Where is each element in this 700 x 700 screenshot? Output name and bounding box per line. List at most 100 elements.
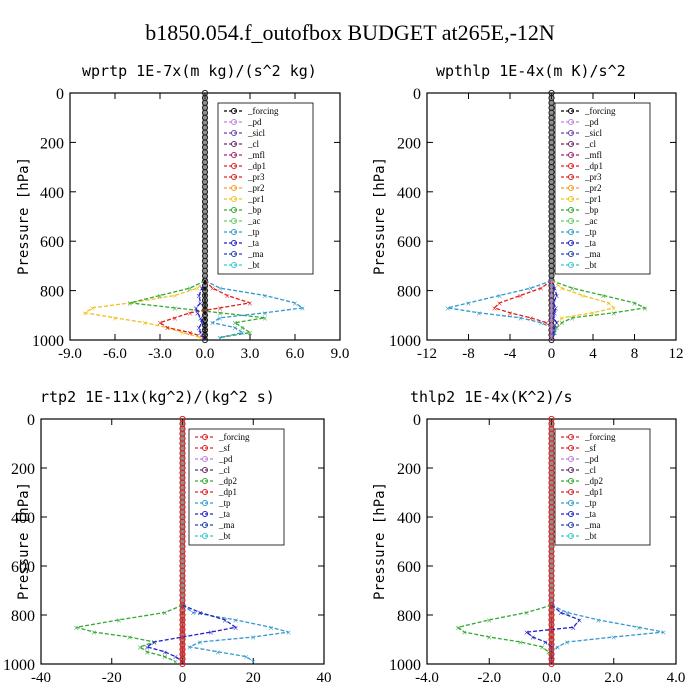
series-point: × [546, 648, 552, 659]
series-point: × [606, 299, 612, 310]
legend-label: _sicl [247, 128, 265, 138]
y-tick-label: 800 [11, 608, 35, 625]
series-point: × [551, 329, 557, 340]
series-point: × [217, 334, 223, 345]
legend-label: _dp2 [584, 476, 603, 486]
series-point: × [180, 638, 186, 649]
series-point: × [542, 638, 548, 649]
legend-label: _ac [584, 216, 598, 226]
series-point: × [162, 653, 168, 664]
series-point: × [552, 329, 558, 340]
legend-marker [568, 500, 574, 506]
series-point: × [112, 314, 118, 325]
series-point: × [564, 609, 570, 620]
series-point: × [549, 648, 555, 659]
panel-title: wpthlp 1E-4x(m K)/s^2 [436, 62, 626, 80]
legend-label: _pd [218, 454, 233, 464]
series-point: × [196, 324, 202, 335]
series-point: × [162, 648, 168, 659]
series-point: × [549, 633, 555, 644]
series-point: × [262, 314, 268, 325]
series-point: × [528, 314, 534, 325]
series-point: × [549, 334, 555, 345]
series-point: × [564, 638, 570, 649]
series-point: × [196, 292, 202, 303]
series-line-tp [550, 604, 664, 662]
x-tick-label: 20 [246, 670, 261, 686]
series-point: × [202, 334, 208, 345]
legend-marker [202, 434, 208, 440]
legend-marker [568, 240, 574, 246]
series-point: × [552, 309, 558, 320]
series-point: × [202, 284, 208, 295]
x-tick-label: 9.0 [331, 346, 350, 362]
legend-label: _bt [218, 531, 231, 541]
series-point: × [232, 324, 238, 335]
legend-label: _sicl [584, 128, 602, 138]
x-tick-label: -9.0 [58, 346, 82, 362]
legend-marker [231, 119, 237, 125]
series-point: × [445, 304, 451, 315]
series-point: × [173, 653, 179, 664]
legend-marker [202, 445, 208, 451]
series-point: × [577, 616, 583, 627]
series-point: × [232, 319, 238, 330]
series-point: × [559, 314, 565, 325]
series-line-tp [204, 280, 305, 339]
series-point: × [172, 292, 178, 303]
series-point: × [554, 319, 560, 330]
series-point: × [151, 638, 157, 649]
series-point: × [240, 329, 246, 340]
x-tick-label: -4.0 [415, 670, 439, 686]
legend-label: _ta [218, 509, 230, 519]
series-point: × [549, 658, 555, 669]
legend-label: _dp2 [218, 476, 237, 486]
series-point: × [187, 309, 193, 320]
y-axis-label: Pressure [hPa] [16, 481, 32, 600]
legend-label: _bt [584, 260, 597, 270]
y-tick-label: 400 [40, 185, 64, 202]
x-tick-label: -3.0 [148, 346, 172, 362]
legend-marker [568, 229, 574, 235]
x-tick-label: 3.0 [241, 346, 260, 362]
x-tick-label: 0 [548, 346, 556, 362]
series-point: × [549, 658, 555, 669]
legend-marker [568, 185, 574, 191]
series-line-tp [182, 604, 289, 663]
series-point: × [180, 648, 186, 659]
series-point: × [90, 304, 96, 315]
series-point: × [543, 319, 549, 330]
legend-marker [231, 218, 237, 224]
series-point: × [180, 601, 186, 612]
legend-marker [202, 522, 208, 528]
series-point: × [549, 658, 555, 669]
series-point: × [180, 658, 186, 669]
series-point: × [549, 334, 555, 345]
page-title: b1850.054.f_outofbox BUDGET at265E,-12N [145, 20, 555, 45]
series-line-dp2 [76, 604, 183, 663]
legend-label: _tp [584, 498, 597, 508]
legend-label: _bt [584, 531, 597, 541]
legend-label: _pr2 [584, 183, 602, 193]
y-axis-label: Pressure [hPa] [16, 156, 32, 275]
series-point: × [555, 643, 561, 654]
legend-label: _ma [584, 249, 601, 259]
legend-box [554, 428, 651, 546]
series-point: × [539, 643, 545, 654]
legend-marker [568, 434, 574, 440]
series-point: × [199, 284, 205, 295]
series-point: × [552, 284, 558, 295]
x-tick-label: 40 [317, 670, 332, 686]
series-point: × [518, 314, 524, 325]
series-point: × [142, 319, 148, 330]
series-point: × [250, 633, 256, 644]
legend-marker [568, 478, 574, 484]
series-point: × [180, 653, 186, 664]
legend-label: _pr1 [247, 194, 265, 204]
series-point: × [250, 658, 256, 669]
legend-label: _ma [218, 520, 235, 530]
x-tick-label: -6.0 [103, 346, 127, 362]
series-point: × [157, 292, 163, 303]
